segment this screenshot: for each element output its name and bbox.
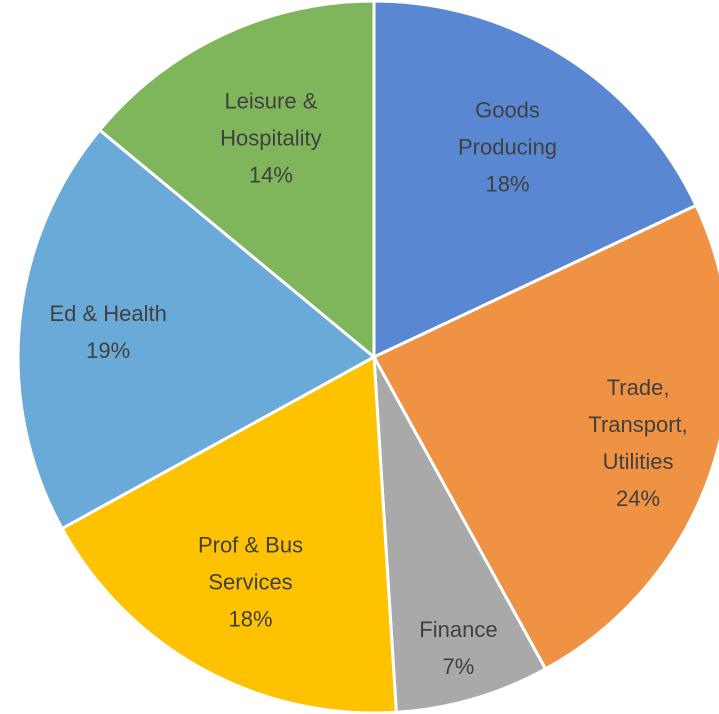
value-label: 18% <box>485 171 530 197</box>
value-label: 19% <box>86 337 131 363</box>
slice-label: Trade, Transport, Utilities 24% <box>568 369 708 517</box>
category-label: Leisure & Hospitality <box>220 88 322 151</box>
category-label: Trade, Transport, Utilities <box>588 374 688 474</box>
value-label: 18% <box>228 606 273 632</box>
pie-slice <box>372 356 548 714</box>
pie-slice <box>372 0 699 360</box>
pie-slice <box>371 203 719 672</box>
pie-slice <box>59 354 398 714</box>
pie-slice <box>16 127 377 531</box>
category-label: Prof & Bus Services <box>197 532 304 595</box>
slice-label: Goods Producing 18% <box>438 91 578 202</box>
slice-label: Prof & Bus Services 18% <box>181 526 321 637</box>
slice-label: Leisure & Hospitality 14% <box>201 82 341 193</box>
value-label: 7% <box>442 653 475 679</box>
slice-label: Ed & Health 19% <box>38 295 178 369</box>
value-label: 14% <box>248 162 293 188</box>
category-label: Goods Producing <box>457 97 558 160</box>
value-label: 24% <box>616 485 661 511</box>
slice-label: Finance 7% <box>388 611 528 685</box>
category-label: Finance <box>419 616 498 642</box>
pie-slice <box>97 0 376 361</box>
category-label: Ed & Health <box>49 300 167 326</box>
